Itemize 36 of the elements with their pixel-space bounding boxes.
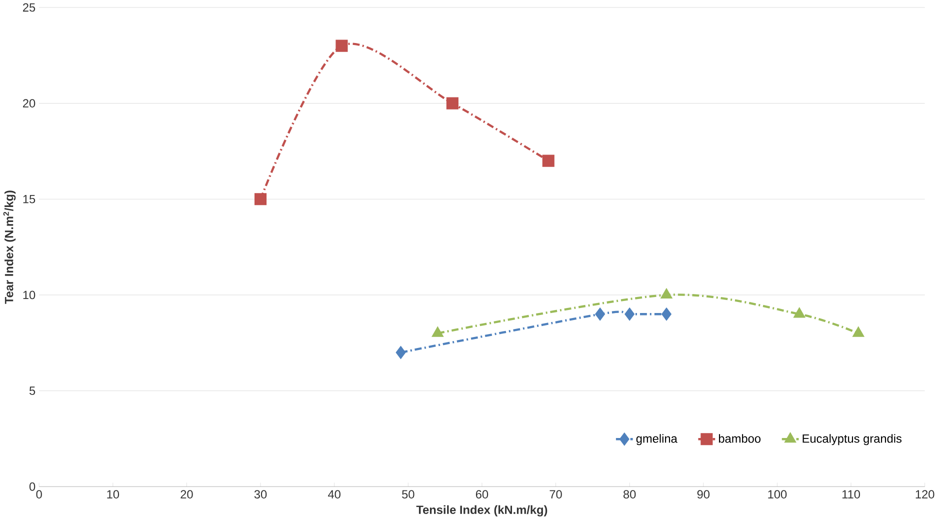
x-tick-label: 70 [550,490,562,499]
y-tick-label: 20 [23,99,36,108]
x-tick-label: 60 [476,490,488,499]
point [396,346,406,359]
y-tick-label: 15 [23,195,36,204]
x-tick-label: 10 [107,490,120,499]
x-tick-label: 50 [402,490,414,499]
point [446,97,458,110]
point [432,327,444,338]
legend-label: bamboo [718,434,761,443]
x-tick-label: 110 [842,490,860,499]
x-tick-label: 120 [916,490,934,499]
x-tick-label: 80 [623,490,636,499]
x-tick-label: 40 [328,490,340,499]
y-axis-title: Tear Index (N.m$^{2}$/kg) [3,190,16,304]
y-tick-label: 0 [29,482,36,491]
legend-label: gmelina [636,434,678,446]
point [595,308,605,320]
legend-label: Eucalyptus grandis [802,434,902,446]
point [624,308,634,320]
x-tick-label: 0 [36,490,42,499]
point [542,154,554,167]
y-tick-label: 25 [23,3,36,12]
x-tick-label: 20 [180,490,193,499]
point [794,308,805,318]
x-axis-title: Tensile Index (kN.m/kg) [416,505,548,517]
x-tick-label: 30 [254,490,267,499]
point [336,40,348,52]
point [661,289,672,299]
y-tick-label: 10 [23,290,36,300]
x-tick-label: 100 [768,490,787,499]
point [662,308,672,320]
point [853,327,864,338]
point [254,193,267,206]
x-tick-label: 90 [697,490,710,499]
y-tick-label: 5 [29,386,36,396]
